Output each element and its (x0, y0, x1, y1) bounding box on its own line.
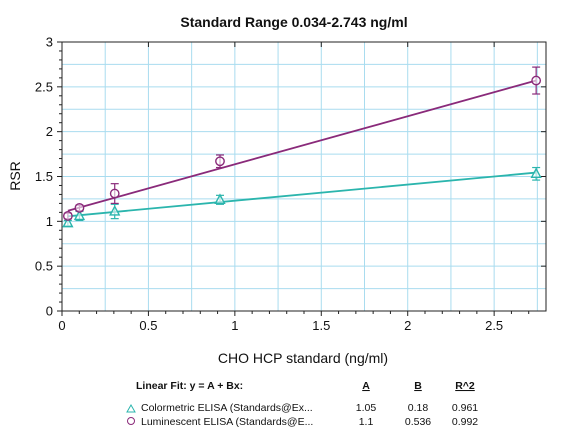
data-point-triangle (73, 209, 86, 221)
y-tick-label: 1 (46, 214, 53, 229)
fit-row-label: Luminescent ELISA (Standards@E... (141, 416, 313, 428)
fit-table-heading: Linear Fit: y = A + Bx: (136, 380, 243, 392)
data-point-circle (74, 202, 85, 213)
axes (57, 41, 547, 316)
data-point-circle (62, 211, 73, 221)
y-tick-label: 0 (46, 304, 53, 319)
y-tick-label: 0.5 (35, 259, 53, 274)
fit-row-r2: 0.992 (452, 416, 478, 428)
y-tick-label: 2.5 (35, 79, 53, 94)
fit-lines (67, 79, 537, 218)
data-point-triangle (62, 216, 74, 228)
fit-line (67, 171, 537, 218)
x-tick-label: 1 (231, 318, 238, 333)
y-tick-label: 3 (46, 35, 53, 50)
circle-legend-icon (127, 417, 135, 425)
fit-col-a: A (362, 380, 370, 392)
triangle-legend-icon (126, 403, 136, 413)
fit-row-b: 0.18 (408, 402, 429, 414)
y-tick-label: 1.5 (35, 169, 53, 184)
x-tick-label: 2 (404, 318, 411, 333)
fit-row-label: Colormetric ELISA (Standards@Ex... (141, 402, 313, 414)
data-point-circle (215, 156, 225, 167)
y-axis-title: RSR (7, 161, 23, 191)
y-tick-label: 2 (46, 124, 53, 139)
fit-row-r2: 0.961 (452, 402, 478, 414)
data-point-triangle (109, 204, 121, 216)
x-tick-label: 2.5 (485, 318, 503, 333)
chart-title: Standard Range 0.034-2.743 ng/ml (180, 14, 407, 30)
tick-labels: 0 0.5 1 1.5 2 2.5 0 0.5 1 1.5 2 2.5 3 (35, 35, 503, 334)
x-axis-title: CHO HCP standard (ng/ml) (218, 350, 388, 366)
data-point-triangle (530, 167, 542, 179)
data-point-circle (109, 188, 120, 199)
fit-table: Linear Fit: y = A + Bx: A B R^2 Colormet… (126, 380, 478, 428)
fit-col-b: B (414, 380, 422, 392)
x-tick-label: 0.5 (139, 318, 157, 333)
fit-row-a: 1.05 (356, 402, 377, 414)
data-point-triangle (214, 193, 226, 205)
fit-line (67, 79, 537, 212)
fit-row-a: 1.1 (359, 416, 374, 428)
x-tick-label: 0 (58, 318, 65, 333)
data-point-circle (531, 75, 542, 86)
data-marks (62, 66, 542, 228)
fit-col-r2: R^2 (455, 380, 475, 392)
x-tick-label: 1.5 (312, 318, 330, 333)
fit-row-b: 0.536 (405, 416, 431, 428)
